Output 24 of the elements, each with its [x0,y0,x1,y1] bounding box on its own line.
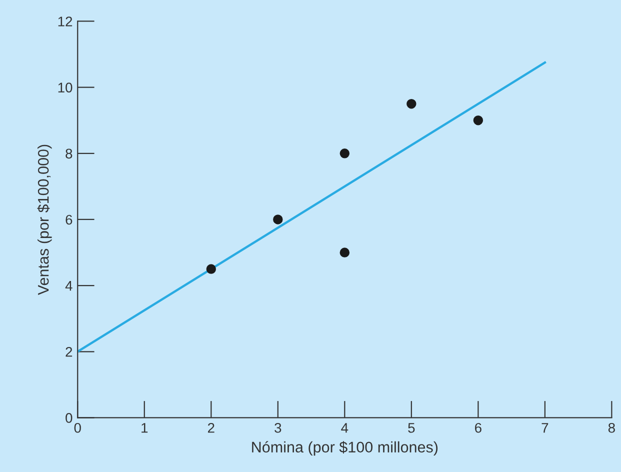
y-tick-label: 8 [66,148,72,159]
point [206,264,216,274]
x-tick-label: 0 [74,422,81,433]
point [473,116,484,126]
x-tick-label: 7 [542,423,548,433]
x-tick-label: 1 [142,423,148,433]
point [273,214,283,224]
x-axis-title: Nómina (por $100 millones) [252,441,438,456]
x-tick-label: 3 [274,422,282,433]
y-tick-label: 6 [66,214,72,225]
y-tick-label: 4 [65,281,72,291]
y-tick-label: 0 [66,413,72,423]
point [340,148,350,158]
point [340,248,350,258]
y-tick-label: 2 [66,346,72,357]
y-tick-label: 10 [58,82,72,92]
x-tick-label: 2 [208,422,214,433]
x-tick-label: 5 [408,423,415,433]
y-axis-title: Ventas (por $100,000) [37,144,52,295]
point [406,98,416,109]
y-tick-label: 12 [58,16,72,26]
x-tick-label: 6 [475,422,482,433]
x-tick-label: 4 [341,423,348,433]
x-tick-label: 8 [608,422,615,433]
